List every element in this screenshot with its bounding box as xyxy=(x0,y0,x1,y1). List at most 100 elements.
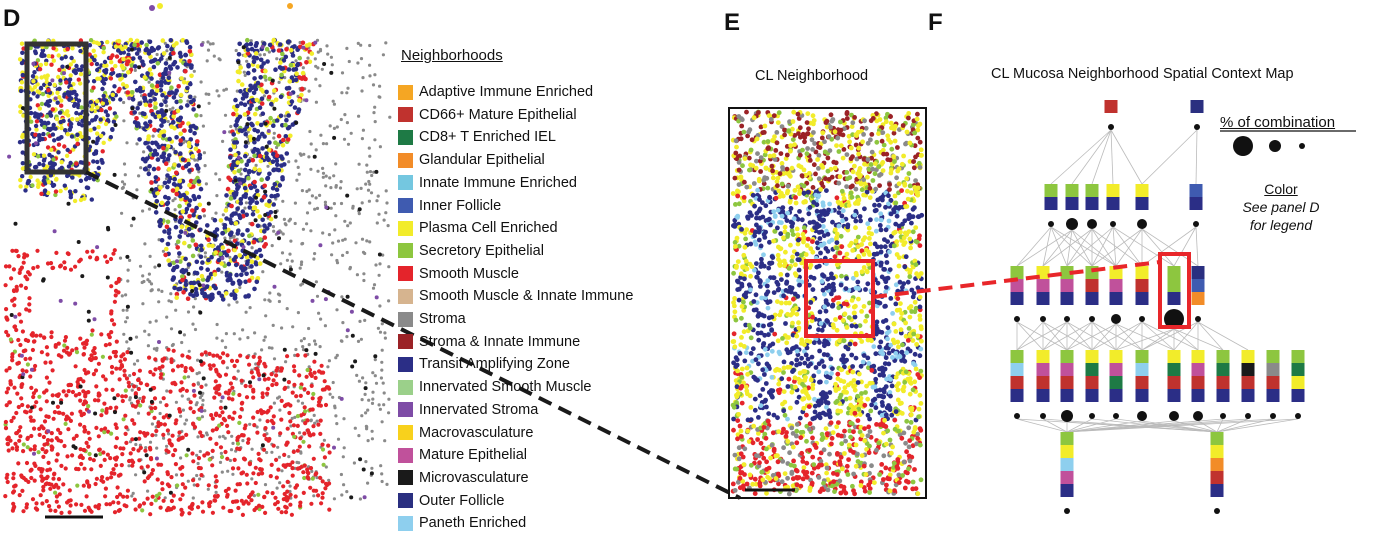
cell-dot xyxy=(14,445,20,450)
cell-dot xyxy=(223,436,227,440)
cell-dot xyxy=(361,76,365,80)
cell-dot xyxy=(298,393,303,398)
cell-dot xyxy=(69,121,74,127)
cell-dot xyxy=(171,505,176,510)
cell-dot xyxy=(7,154,12,159)
cell-dot xyxy=(18,88,24,94)
cell-dot xyxy=(154,199,160,204)
cell-dot xyxy=(301,439,306,444)
cell-dot xyxy=(95,136,100,141)
cell-dot xyxy=(251,59,257,65)
cell-dot xyxy=(62,443,67,449)
cell-dot xyxy=(189,284,195,290)
cell-dot xyxy=(102,457,107,462)
cell-dot xyxy=(34,501,39,506)
cell-dot xyxy=(105,39,110,45)
cell-dot xyxy=(233,488,238,493)
cell-dot xyxy=(206,483,211,488)
cell-dot xyxy=(68,351,73,356)
cell-dot xyxy=(185,296,191,302)
cell-dot xyxy=(253,218,258,223)
cell-dot xyxy=(4,315,9,320)
cell-dot xyxy=(30,333,35,338)
cell-dot xyxy=(72,198,78,204)
cell-dot xyxy=(120,294,124,298)
cell-dot xyxy=(367,199,371,203)
cell-dot xyxy=(290,259,294,263)
cell-dot xyxy=(10,446,15,451)
cell-dot xyxy=(70,348,75,353)
cell-dot xyxy=(774,130,780,135)
cell-dot xyxy=(272,357,277,361)
cell-dot xyxy=(253,261,259,267)
cell-dot xyxy=(131,371,137,377)
cell-dot xyxy=(826,408,832,414)
cell-dot xyxy=(360,89,364,93)
cell-dot xyxy=(179,224,185,229)
cell-dot xyxy=(18,177,23,183)
cell-dot xyxy=(75,483,80,488)
cell-dot xyxy=(18,342,23,348)
cell-dot xyxy=(91,356,96,361)
cell-dot xyxy=(803,375,808,380)
cell-dot xyxy=(50,54,55,59)
cell-dot xyxy=(288,47,294,53)
cell-dot xyxy=(312,154,317,159)
cell-dot xyxy=(87,436,92,441)
cell-dot xyxy=(46,53,51,59)
cell-dot xyxy=(273,495,278,500)
cell-dot xyxy=(368,74,372,78)
cell-dot xyxy=(342,417,346,421)
cell-dot xyxy=(116,508,121,513)
cell-dot xyxy=(282,386,287,391)
cell-dot xyxy=(245,59,249,63)
cell-dot xyxy=(110,387,115,392)
cell-dot xyxy=(111,467,116,472)
cell-dot xyxy=(340,295,344,299)
cell-dot xyxy=(253,86,259,92)
cell-dot xyxy=(251,471,256,476)
cell-dot xyxy=(79,105,84,110)
cell-dot xyxy=(205,294,211,299)
cell-dot xyxy=(290,460,295,465)
cell-dot xyxy=(118,77,123,82)
cell-dot xyxy=(278,42,283,47)
cell-dot xyxy=(364,411,368,415)
cell-dot xyxy=(54,494,60,499)
cell-dot xyxy=(236,155,241,160)
cell-dot xyxy=(23,188,28,193)
cell-dot xyxy=(58,430,63,436)
cell-dot xyxy=(173,197,177,201)
cell-dot xyxy=(248,41,254,47)
cell-dot xyxy=(242,112,248,117)
cell-dot xyxy=(280,469,284,473)
cell-dot xyxy=(123,431,128,436)
cell-dot xyxy=(56,150,61,155)
cell-dot xyxy=(215,336,219,340)
tissue-zoom-panel-e xyxy=(728,107,927,499)
cell-dot xyxy=(288,252,292,256)
cell-dot xyxy=(775,415,780,421)
cell-dot xyxy=(37,106,42,111)
cell-dot xyxy=(252,136,256,141)
cell-dot xyxy=(199,408,204,413)
cell-dot xyxy=(183,282,189,288)
cell-dot xyxy=(187,397,191,401)
cell-dot xyxy=(371,286,376,290)
cell-dot xyxy=(366,481,370,485)
cell-dot xyxy=(245,228,250,233)
cell-dot xyxy=(283,463,288,468)
cell-dot xyxy=(225,186,231,192)
cell-dot xyxy=(179,380,184,385)
cell-dot xyxy=(181,79,187,85)
cell-dot xyxy=(164,246,169,252)
cell-dot xyxy=(97,76,102,81)
cell-dot xyxy=(797,125,803,131)
cell-dot xyxy=(73,393,78,398)
cell-dot xyxy=(280,51,285,57)
cell-dot xyxy=(373,358,377,362)
cell-dot xyxy=(8,379,13,384)
cell-dot xyxy=(209,254,214,260)
cell-dot xyxy=(370,401,375,405)
cell-dot xyxy=(167,299,171,303)
